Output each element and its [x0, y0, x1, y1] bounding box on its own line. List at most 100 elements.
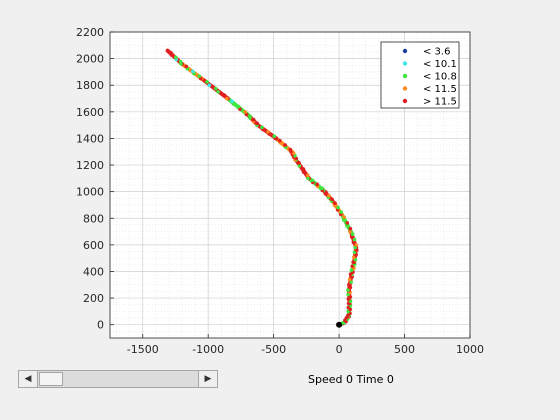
path-point [174, 55, 178, 60]
path-point [248, 114, 252, 119]
path-point [297, 161, 301, 165]
path-point [260, 125, 264, 130]
y-tick-label: 1600 [76, 106, 104, 119]
path-point [351, 260, 355, 264]
y-tick-label: 800 [83, 212, 104, 225]
path-point [349, 268, 354, 272]
path-point [301, 170, 306, 174]
legend-label: < 10.1 [423, 59, 457, 70]
axis-ticks: -1500 -1000 -500 0 500 1000 0 200 400 600 800 1000 1… [76, 26, 484, 356]
path-point [348, 226, 353, 231]
path-point [283, 143, 287, 147]
path-point [272, 134, 277, 139]
x-tick-label: -500 [261, 343, 286, 356]
path-point [278, 138, 282, 143]
trajectory-path [165, 48, 359, 328]
speed-time-readout: Speed 0 Time 0 [308, 373, 394, 386]
x-tick-label: -1000 [192, 343, 224, 356]
path-point [294, 156, 299, 161]
y-tick-label: 1200 [76, 159, 104, 172]
path-point [169, 51, 173, 55]
legend-label: > 11.5 [423, 97, 457, 108]
path-point [306, 173, 310, 178]
y-tick-label: 2000 [76, 53, 104, 66]
legend-marker [402, 73, 408, 79]
path-point [350, 264, 355, 268]
path-point [197, 74, 202, 78]
time-slider[interactable]: ◀ ▶ [18, 370, 218, 388]
path-point [350, 232, 355, 237]
start-marker [336, 321, 343, 328]
x-tick-label: 500 [394, 343, 415, 356]
path-point [191, 69, 195, 74]
y-tick-label: 0 [97, 319, 104, 332]
y-tick-label: 2200 [76, 26, 104, 39]
path-point [207, 83, 212, 88]
y-tick-label: 1800 [76, 79, 104, 92]
path-point [349, 280, 354, 284]
path-point [352, 237, 357, 242]
y-tick-label: 600 [83, 239, 104, 252]
path-point [348, 272, 353, 276]
x-tick-label: -1500 [127, 343, 159, 356]
legend-label: < 10.8 [423, 72, 457, 83]
path-point [330, 197, 334, 201]
path-point [342, 215, 347, 219]
path-point [225, 96, 229, 101]
path-point [347, 277, 352, 282]
legend-box [380, 41, 460, 109]
legend-label: < 3.6 [423, 47, 450, 58]
path-point [178, 59, 183, 64]
path-point [352, 255, 356, 260]
path-point [266, 129, 270, 134]
path-point [301, 167, 306, 171]
path-point [251, 118, 256, 122]
path-point [352, 250, 357, 255]
path-point [341, 218, 346, 222]
slider-right-arrow-icon[interactable]: ▶ [198, 371, 217, 387]
path-point [288, 147, 293, 152]
path-point [346, 288, 350, 292]
path-point [320, 186, 324, 191]
path-point [348, 285, 353, 290]
legend-marker [402, 61, 408, 66]
slider-left-arrow-icon[interactable]: ◀ [19, 371, 38, 387]
legend-marker [402, 48, 408, 54]
path-point [310, 178, 315, 183]
path-point [255, 121, 259, 126]
path-point [236, 104, 241, 109]
y-tick-label: 1000 [76, 186, 104, 199]
path-point [306, 176, 310, 181]
path-point [216, 90, 220, 94]
path-point [293, 153, 297, 158]
path-point [184, 64, 189, 69]
path-point [222, 93, 227, 97]
legend: < 3.6< 10.1 < 10.8< 11.5 > 11.5 [380, 41, 460, 109]
path-point [348, 229, 352, 234]
path-point [327, 193, 331, 198]
y-tick-label: 1400 [76, 132, 104, 145]
path-point [345, 221, 350, 225]
slider-thumb[interactable] [39, 372, 63, 386]
path-point [333, 201, 337, 205]
path-point [354, 243, 359, 247]
legend-marker [402, 98, 408, 104]
path-point [243, 110, 247, 114]
path-point [315, 182, 319, 187]
path-point [297, 164, 302, 168]
path-point [346, 282, 351, 287]
path-point [230, 99, 234, 103]
path-point [339, 210, 343, 214]
x-tick-label: 0 [336, 343, 343, 356]
legend-label: < 11.5 [423, 84, 457, 95]
axes-frame [109, 31, 471, 339]
y-tick-label: 400 [83, 265, 104, 278]
y-tick-label: 200 [83, 292, 104, 305]
path-point [213, 86, 218, 91]
x-tick-label: 1000 [456, 343, 484, 356]
legend-marker [402, 86, 408, 91]
path-point [345, 224, 349, 228]
path-point [336, 205, 340, 210]
path-point [205, 80, 209, 84]
